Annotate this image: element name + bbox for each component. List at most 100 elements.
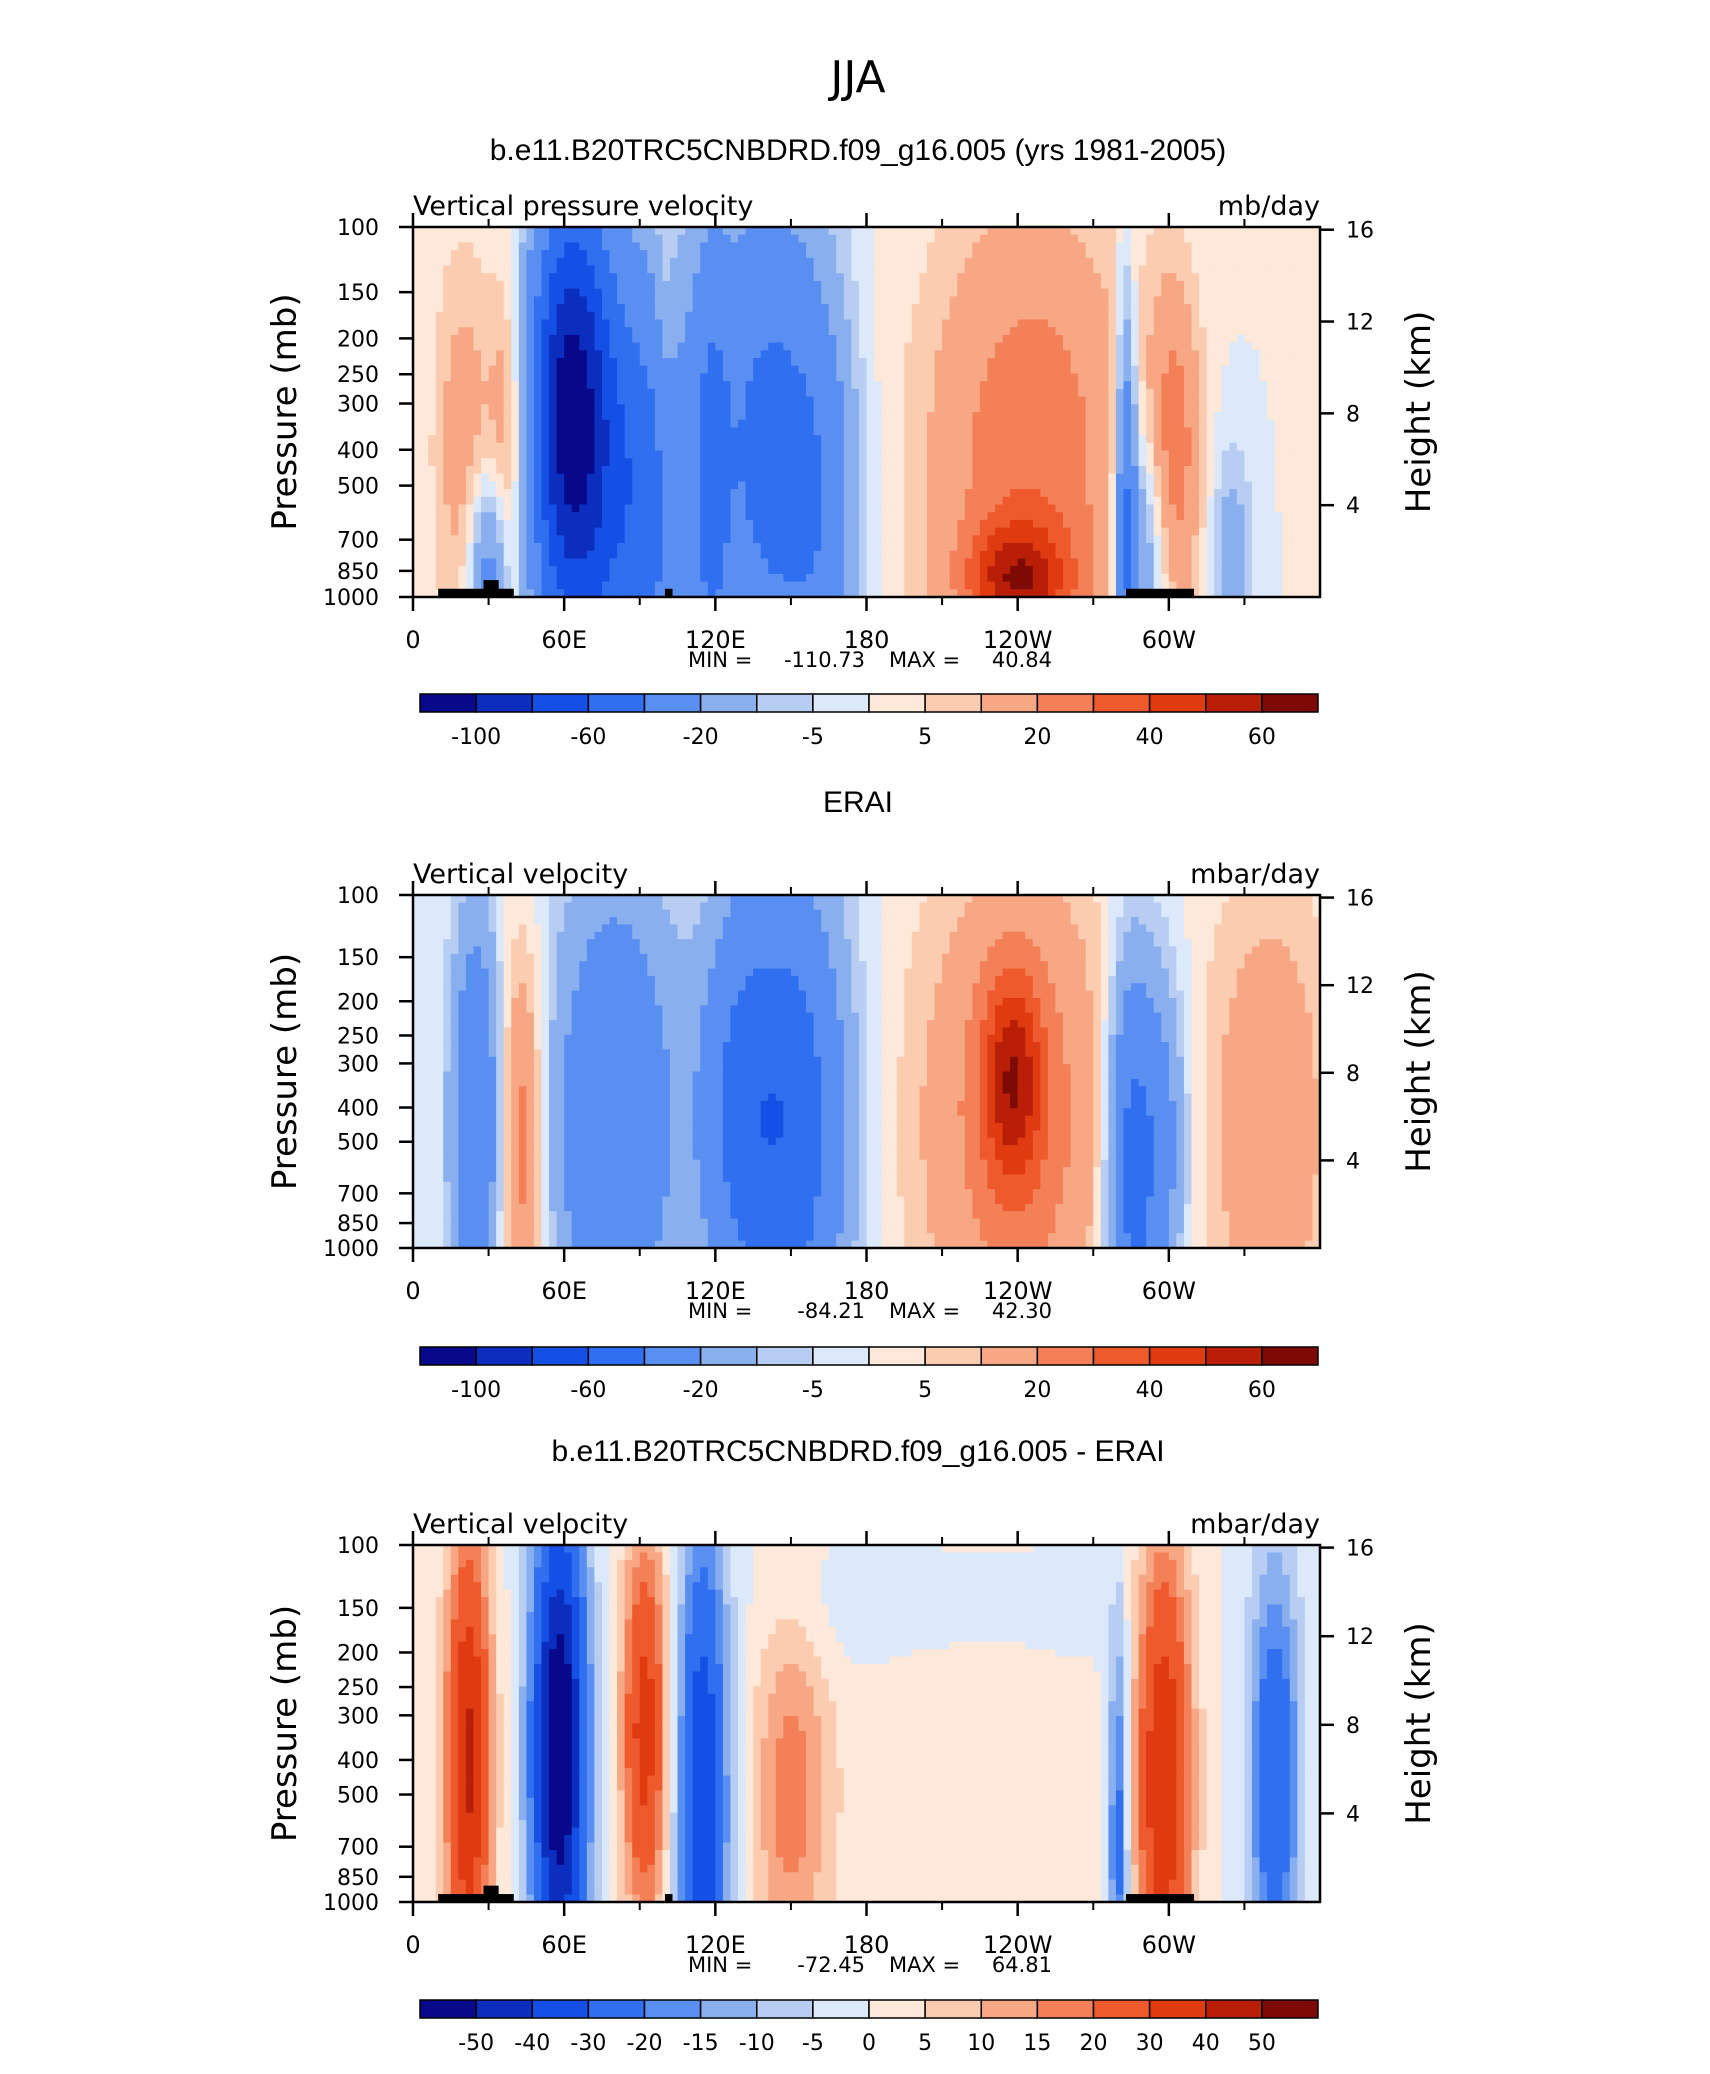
- field-cell: [768, 450, 777, 459]
- field-cell: [1078, 504, 1087, 513]
- field-cell: [1244, 404, 1253, 413]
- field-cell: [496, 419, 505, 429]
- field-cell: [579, 519, 588, 529]
- field-cell: [458, 519, 467, 529]
- field-cell: [428, 519, 437, 529]
- field-cell: [806, 273, 815, 282]
- field-cell: [994, 381, 1004, 390]
- field-cell: [1267, 304, 1276, 313]
- field-cell: [677, 535, 686, 544]
- field-cell: [1002, 512, 1011, 521]
- field-cell: [1183, 365, 1193, 375]
- field-cell: [1244, 489, 1253, 498]
- field-cell: [435, 519, 444, 529]
- field-cell: [443, 257, 452, 267]
- field-cell: [904, 481, 913, 490]
- field-cell: [1176, 304, 1185, 313]
- field-cell: [987, 404, 996, 413]
- field-cell: [1297, 489, 1306, 498]
- field-cell: [511, 288, 520, 297]
- field-cell: [1040, 388, 1049, 398]
- field-cell: [1267, 512, 1276, 521]
- field-cell: [1244, 342, 1253, 351]
- field-cell: [609, 358, 618, 367]
- field-cell: [1085, 319, 1094, 328]
- field-cell: [420, 442, 429, 452]
- field-cell: [586, 381, 595, 390]
- field-cell: [707, 473, 716, 482]
- field-cell: [775, 465, 784, 475]
- field-cell: [707, 458, 716, 467]
- field-cell: [1093, 257, 1102, 267]
- field-cell: [413, 304, 422, 313]
- field-cell: [624, 543, 633, 552]
- field-cell: [926, 304, 936, 313]
- field-cell: [571, 481, 580, 490]
- field-cell: [1108, 388, 1117, 398]
- field-cell: [934, 388, 943, 398]
- field-cell: [979, 319, 989, 328]
- field-cell: [1115, 234, 1125, 244]
- field-cell: [949, 257, 958, 267]
- field-cell: [1304, 327, 1314, 336]
- field-cell: [556, 311, 565, 321]
- field-cell: [685, 512, 694, 521]
- field-cell: [496, 365, 505, 375]
- field-cell: [896, 396, 905, 405]
- field-cell: [443, 396, 452, 405]
- field-cell: [1017, 304, 1026, 313]
- field-cell: [926, 458, 936, 467]
- field-cell: [1183, 412, 1193, 421]
- field-cell: [647, 242, 656, 251]
- field-cell: [1055, 358, 1064, 367]
- field-cell: [821, 381, 830, 390]
- field-cell: [1312, 412, 1320, 421]
- field-cell: [601, 350, 611, 359]
- field-cell: [1214, 473, 1223, 482]
- field-cell: [1297, 288, 1306, 297]
- field-cell: [1282, 342, 1291, 351]
- field-cell: [443, 327, 452, 336]
- field-cell: [677, 419, 686, 429]
- field-cell: [821, 280, 830, 290]
- field-cell: [1161, 519, 1170, 529]
- field-cell: [1282, 273, 1291, 282]
- field-cell: [1100, 257, 1109, 267]
- field-cell: [707, 419, 716, 429]
- field-cell: [1161, 535, 1170, 544]
- field-cell: [1153, 288, 1162, 297]
- field-cell: [1078, 473, 1087, 482]
- field-cell: [579, 350, 588, 359]
- field-cell: [526, 350, 535, 359]
- field-cell: [904, 311, 913, 321]
- field-cell: [964, 311, 973, 321]
- field-cell: [1063, 296, 1072, 305]
- field-cell: [677, 388, 686, 398]
- field-cell: [428, 319, 437, 328]
- field-cell: [594, 458, 603, 467]
- field-cell: [1199, 442, 1208, 452]
- field-cell: [1093, 250, 1102, 259]
- field-cell: [768, 504, 777, 513]
- field-cell: [919, 535, 928, 544]
- field-cell: [685, 396, 694, 405]
- field-cell: [722, 458, 732, 467]
- field-cell: [1168, 419, 1177, 429]
- field-cell: [1191, 473, 1200, 482]
- field-cell: [450, 342, 459, 351]
- field-cell: [458, 227, 467, 236]
- field-cell: [617, 396, 626, 405]
- field-cell: [1047, 311, 1057, 321]
- field-cell: [798, 458, 807, 467]
- field-cell: [601, 319, 611, 328]
- field-cell: [1267, 242, 1276, 251]
- field-cell: [851, 311, 860, 321]
- field-cell: [904, 396, 913, 405]
- field-cell: [488, 257, 497, 267]
- field-cell: [851, 396, 860, 405]
- field-cell: [1161, 319, 1170, 328]
- field-cell: [1199, 481, 1208, 490]
- field-cell: [1168, 273, 1177, 282]
- field-cell: [987, 227, 996, 236]
- field-cell: [586, 342, 595, 351]
